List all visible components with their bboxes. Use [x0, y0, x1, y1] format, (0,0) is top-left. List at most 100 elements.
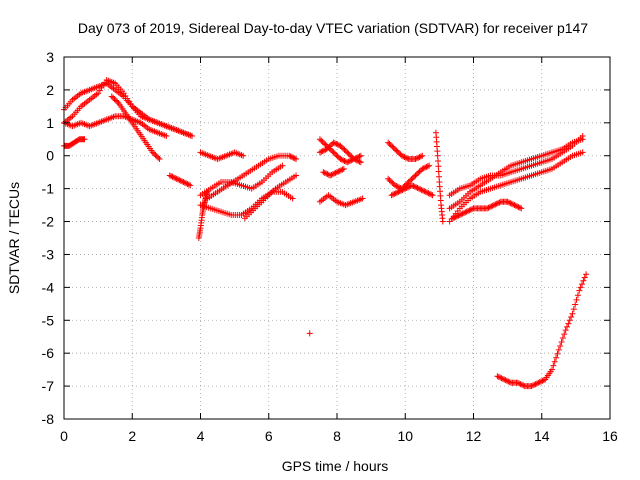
data-point [489, 202, 496, 209]
data-point [316, 149, 323, 156]
series-arc-14 [316, 136, 364, 166]
x-tick-label: 4 [197, 428, 205, 444]
data-point [152, 152, 159, 159]
data-point [156, 156, 163, 163]
data-point [286, 152, 293, 159]
data-point [413, 155, 420, 162]
x-tick-label: 8 [333, 428, 341, 444]
data-point [345, 158, 352, 165]
data-point [420, 165, 427, 172]
data-point [435, 157, 442, 164]
series-arc-22 [446, 136, 586, 212]
data-point [570, 306, 577, 313]
data-point [394, 183, 401, 190]
data-point [324, 171, 331, 178]
data-point [411, 183, 418, 190]
data-point [501, 376, 508, 383]
data-point [172, 175, 179, 182]
data-point [488, 203, 495, 210]
data-point [510, 201, 517, 208]
data-point [426, 162, 433, 169]
gridlines [64, 57, 610, 419]
series-arc-10 [197, 162, 286, 199]
data-point [337, 156, 344, 163]
data-point [434, 152, 441, 159]
data-point [517, 381, 524, 388]
data-point [511, 202, 518, 209]
data-point [355, 157, 362, 164]
data-point [490, 202, 497, 209]
series-arc-5 [108, 93, 163, 163]
data-point [529, 382, 536, 389]
series-arc-18 [385, 139, 426, 163]
data-point [341, 146, 348, 153]
data-point [415, 169, 422, 176]
data-point [505, 378, 512, 385]
data-point [399, 186, 406, 193]
data-point [462, 209, 469, 216]
data-point [331, 170, 338, 177]
data-point [576, 287, 583, 294]
data-point [321, 169, 328, 176]
data-point [458, 211, 465, 218]
data-point [424, 189, 431, 196]
data-point [419, 165, 426, 172]
data-point [327, 142, 334, 149]
series-arc-12 [241, 172, 300, 222]
data-point [111, 96, 118, 103]
series-arc-21 [432, 129, 446, 225]
data-point [429, 192, 436, 199]
data-point [386, 177, 393, 184]
data-point [174, 176, 181, 183]
x-tick-label: 6 [265, 428, 273, 444]
data-point [185, 181, 192, 188]
data-point [395, 188, 402, 195]
data-point [404, 184, 411, 191]
data-point [149, 149, 156, 156]
data-point [574, 292, 581, 299]
data-point [323, 146, 330, 153]
data-point [339, 166, 346, 173]
data-point [463, 208, 470, 215]
data-point [459, 210, 466, 217]
data-point [416, 168, 423, 175]
data-point [321, 140, 328, 147]
data-point [336, 167, 343, 174]
data-point [416, 154, 423, 161]
data-point [565, 320, 572, 327]
data-point [326, 143, 333, 150]
data-point [173, 175, 180, 182]
data-point [410, 183, 417, 190]
data-point [240, 152, 247, 159]
data-point [503, 377, 510, 384]
data-point [392, 146, 399, 153]
data-point [385, 139, 392, 146]
series-arc-13 [306, 330, 313, 337]
series-arc-2 [61, 77, 195, 139]
data-point [502, 377, 509, 384]
data-point [398, 187, 405, 194]
data-point [334, 169, 340, 176]
data-point [351, 156, 358, 163]
x-tick-label: 16 [602, 428, 618, 444]
data-point [290, 154, 297, 161]
data-point [329, 148, 336, 155]
y-tick-label: 2 [46, 82, 54, 98]
data-point [506, 379, 513, 386]
data-point [402, 154, 409, 161]
data-point [520, 382, 527, 389]
data-point [497, 374, 504, 381]
data-point [318, 137, 325, 144]
data-point [583, 271, 590, 278]
data-point [356, 158, 363, 165]
data-point [566, 317, 573, 324]
data-point [288, 154, 295, 161]
data-point [289, 195, 296, 202]
data-point [388, 192, 395, 199]
data-point [389, 179, 396, 186]
data-point [402, 185, 409, 192]
data-point [435, 168, 442, 175]
data-point [392, 182, 399, 189]
